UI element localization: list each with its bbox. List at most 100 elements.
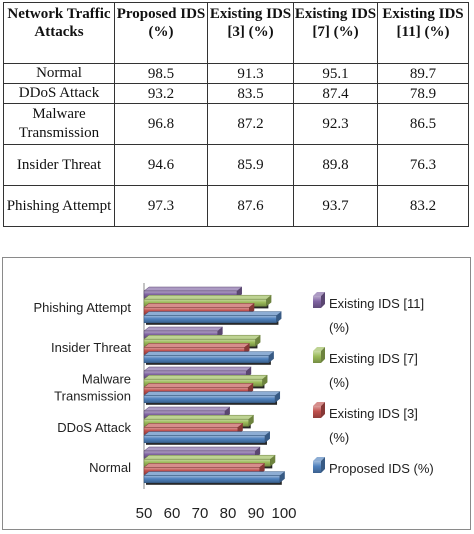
bar-top-face [143,446,261,452]
bar-top-face [143,351,275,356]
header-attacks: Network Traffic Attacks [3,2,115,64]
cell-existing-11: 86.5 [377,103,469,145]
bar-end-face [276,311,282,323]
legend-label: Existing IDS [7] [329,351,418,366]
x-tick-label: 90 [248,505,265,522]
cell-existing-7: 89.8 [293,144,378,186]
legend-label: Proposed IDS (%) [329,461,434,476]
bar-top-face [143,311,283,316]
x-tick-label: 80 [220,505,237,522]
row-attack: Normal [3,63,115,84]
bar-end-face [248,415,254,427]
bar-end-face [262,375,268,387]
row-attack: Malware Transmission [3,103,115,145]
header-proposed: Proposed IDS (%) [114,2,208,64]
bar-top-face [143,454,276,460]
legend-swatch [313,351,321,363]
bar-top-face [143,366,252,372]
bar-top-face [143,303,255,308]
category-label: Phishing Attempt [33,300,131,315]
bar [143,475,281,484]
bar-end-face [268,351,274,363]
table-row: Phishing Attempt 97.3 87.6 93.7 83.2 [3,185,469,227]
cell-existing-11: 83.2 [377,185,469,227]
bar-top-face [143,414,255,420]
row-attack: DDoS Attack [3,83,115,104]
legend-swatch-side [321,347,325,363]
table-row: Malware Transmission 96.8 87.2 92.3 86.5 [3,103,469,145]
legend-swatch [313,296,321,308]
comparison-table: Network Traffic Attacks Proposed IDS (%)… [3,2,469,227]
x-tick-label: 50 [136,505,153,522]
bar-top-face [143,326,224,332]
bar-end-face [270,455,276,467]
cell-existing-7: 87.4 [293,83,378,104]
bar-top-face [143,294,273,300]
bar-top-face [143,463,266,468]
bar [143,355,270,364]
table-row: DDoS Attack 93.2 83.5 87.4 78.9 [3,83,469,104]
bar-top-face [143,374,269,380]
legend-swatch-side [321,402,325,418]
row-attack: Insider Threat [3,144,115,186]
bar-end-face [275,391,281,403]
x-tick-label: 70 [192,505,209,522]
bar-top-face [143,423,244,428]
bar-end-face [264,431,270,443]
cell-existing-11: 89.7 [377,63,469,84]
x-tick-label: 100 [271,505,296,522]
bar-top-face [143,391,281,396]
bar-top-face [143,286,243,292]
legend-label: Existing IDS [11] [329,296,424,311]
cell-existing-3: 83.5 [207,83,294,104]
table-row: Insider Threat 94.6 85.9 89.8 76.3 [3,144,469,186]
category-label: Insider Threat [51,340,131,355]
table-row: Normal 98.5 91.3 95.1 89.7 [3,63,469,84]
category-label: Normal [89,460,131,475]
bar [143,315,277,324]
legend-swatch-side [321,292,325,308]
bar [143,395,276,404]
cell-existing-3: 91.3 [207,63,294,84]
cell-existing-11: 78.9 [377,83,469,104]
bar-top-face [143,431,271,436]
cell-proposed: 97.3 [114,185,208,227]
legend-label-unit: (%) [329,320,349,335]
row-attack: Phishing Attempt [3,185,115,227]
table-header-row: Network Traffic Attacks Proposed IDS (%)… [3,2,469,64]
bar-top-face [143,471,286,476]
legend-label-unit: (%) [329,430,349,445]
category-label: Malware [82,372,131,387]
cell-existing-7: 93.7 [293,185,378,227]
legend-label: Existing IDS [3] [329,406,418,421]
header-existing-3: Existing IDS [3] (%) [207,2,294,64]
bar-top-face [143,406,231,412]
category-label: Transmission [54,389,131,404]
bar-end-face [266,295,272,307]
cell-existing-3: 87.2 [207,103,294,145]
cell-existing-7: 95.1 [293,63,378,84]
bar-chart: Normal DDoS Attack Malware Transmission Insi… [33,283,434,522]
header-existing-7: Existing IDS [7] (%) [293,2,378,64]
bar-top-face [143,334,262,340]
bar-top-face [143,383,254,388]
x-tick-label: 60 [164,505,181,522]
cell-existing-3: 85.9 [207,144,294,186]
legend-swatch [313,406,321,418]
legend-swatch-side [321,457,325,473]
bar [143,435,266,444]
cell-proposed: 96.8 [114,103,208,145]
cell-existing-11: 76.3 [377,144,469,186]
cell-existing-7: 92.3 [293,103,378,145]
cell-proposed: 94.6 [114,144,208,186]
bar-top-face [143,343,251,348]
cell-proposed: 93.2 [114,83,208,104]
legend-swatch [313,461,321,473]
category-label: DDoS Attack [57,420,131,435]
legend-label-unit: (%) [329,375,349,390]
bar-end-face [279,471,285,483]
cell-existing-3: 87.6 [207,185,294,227]
chart-frame: Normal DDoS Attack Malware Transmission Insi… [2,257,471,530]
bar-end-face [255,335,261,347]
cell-proposed: 98.5 [114,63,208,84]
